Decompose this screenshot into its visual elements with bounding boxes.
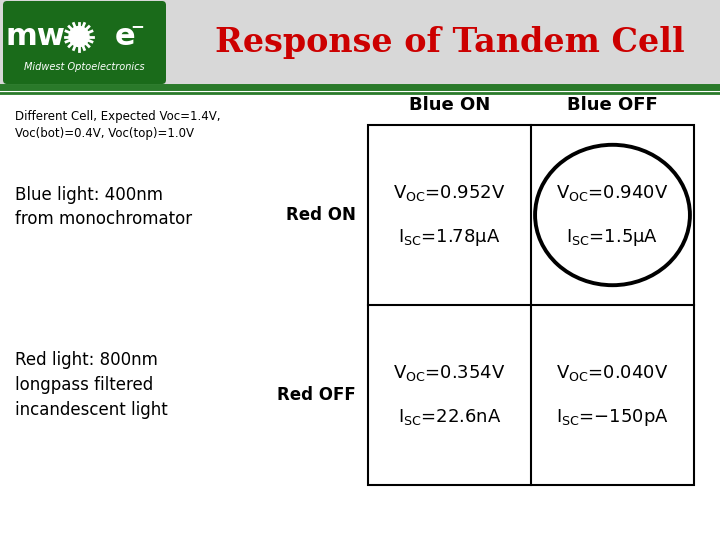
Text: Blue OFF: Blue OFF <box>567 96 658 114</box>
Text: $\mathregular{I_{SC}}$=22.6nA: $\mathregular{I_{SC}}$=22.6nA <box>397 407 501 427</box>
Text: Blue ON: Blue ON <box>409 96 490 114</box>
Text: Red OFF: Red OFF <box>277 386 356 404</box>
Text: Response of Tandem Cell: Response of Tandem Cell <box>215 26 685 59</box>
Text: $\mathregular{I_{SC}}$=−150pA: $\mathregular{I_{SC}}$=−150pA <box>556 407 669 428</box>
Text: $\mathregular{I_{SC}}$=1.5μA: $\mathregular{I_{SC}}$=1.5μA <box>567 226 659 247</box>
Circle shape <box>69 26 89 46</box>
Text: $\mathregular{I_{SC}}$=1.78μA: $\mathregular{I_{SC}}$=1.78μA <box>398 226 500 247</box>
Text: e: e <box>114 22 135 51</box>
Bar <box>0 0 720 85</box>
Text: mw: mw <box>5 22 65 51</box>
Bar <box>0 85 720 540</box>
Text: $\mathregular{V_{OC}}$=0.040V: $\mathregular{V_{OC}}$=0.040V <box>557 363 669 383</box>
Text: $\mathregular{V_{OC}}$=0.952V: $\mathregular{V_{OC}}$=0.952V <box>393 183 505 203</box>
Bar <box>368 125 694 485</box>
Text: Midwest Optoelectronics: Midwest Optoelectronics <box>24 62 145 71</box>
Text: $\mathregular{V_{OC}}$=0.940V: $\mathregular{V_{OC}}$=0.940V <box>557 183 669 203</box>
Text: Blue light: 400nm
from monochromator: Blue light: 400nm from monochromator <box>15 186 192 228</box>
Text: −: − <box>130 17 144 36</box>
Text: Red light: 800nm
longpass filtered
incandescent light: Red light: 800nm longpass filtered incan… <box>15 351 168 419</box>
FancyBboxPatch shape <box>3 1 166 84</box>
Text: $\mathregular{V_{OC}}$=0.354V: $\mathregular{V_{OC}}$=0.354V <box>393 363 505 383</box>
Text: Red ON: Red ON <box>286 206 356 224</box>
Text: Different Cell, Expected Voc=1.4V,
Voc(bot)=0.4V, Voc(top)=1.0V: Different Cell, Expected Voc=1.4V, Voc(b… <box>15 110 220 140</box>
